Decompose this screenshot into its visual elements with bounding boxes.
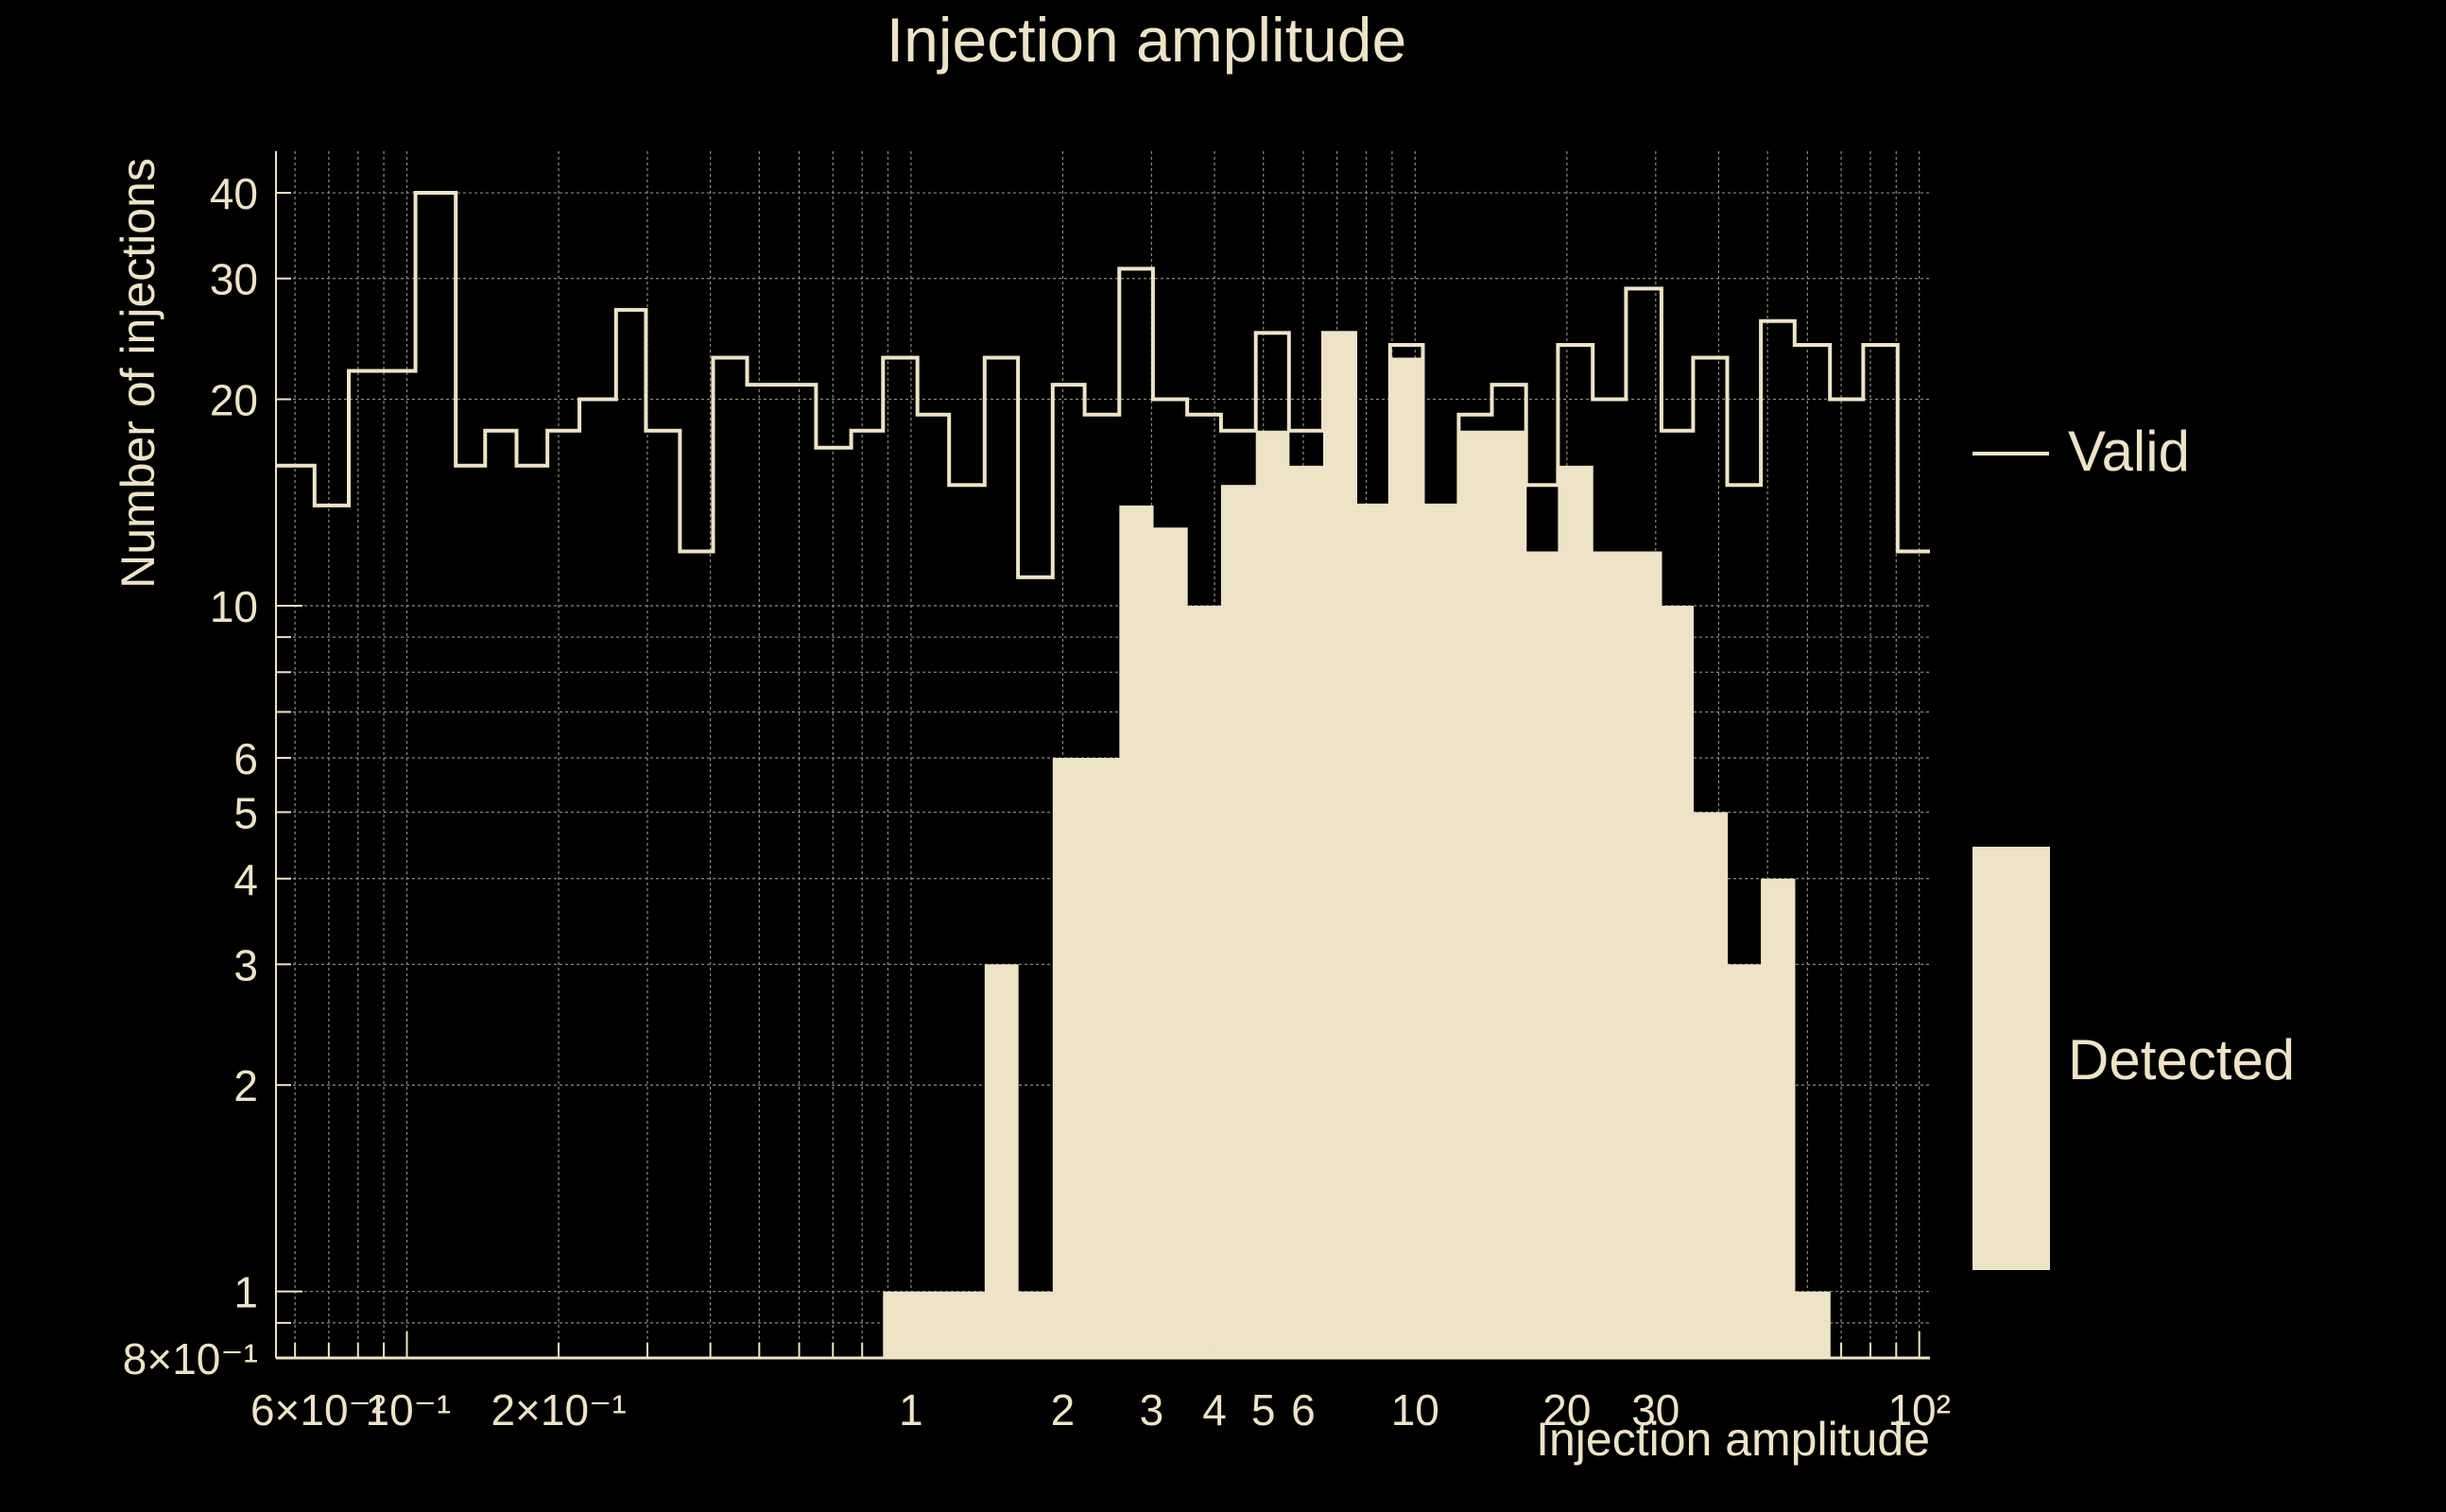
detected-bar [1761, 878, 1796, 1358]
y-tick-label: 8×10⁻¹ [123, 1334, 258, 1383]
detected-bar [1355, 505, 1391, 1358]
detected-bar [1458, 430, 1493, 1358]
y-axis-label: Number of injections [112, 158, 164, 589]
detected-bar [1693, 812, 1729, 1358]
y-tick-label: 40 [210, 169, 258, 218]
x-tick-label: 4 [1202, 1385, 1227, 1435]
y-tick-labels: 8×10⁻¹ 1 2 3 4 5 6 10 20 30 40 [123, 169, 258, 1383]
y-tick-label: 2 [233, 1061, 258, 1110]
y-tick-label: 1 [233, 1268, 258, 1317]
detected-bar [1187, 605, 1222, 1358]
detected-bar [1152, 527, 1188, 1358]
detected-bar [1255, 430, 1290, 1358]
detected-bar [1593, 551, 1628, 1358]
x-tick-label: 20 [1542, 1385, 1591, 1435]
detected-bar [1389, 357, 1424, 1359]
legend-valid-label: Valid [2068, 420, 2190, 483]
x-tick-label: 10 [1391, 1385, 1439, 1435]
detected-bar [1288, 465, 1324, 1359]
detected-bars [883, 333, 1831, 1359]
y-tick-label: 6 [233, 734, 258, 783]
x-tick-label: 2 [1051, 1385, 1076, 1435]
x-tick-label: 6 [1291, 1385, 1316, 1435]
y-tick-label: 30 [210, 255, 258, 304]
y-tick-label: 10 [210, 582, 258, 631]
detected-bar [1322, 333, 1356, 1358]
detected-bar [949, 1291, 986, 1358]
x-tick-label: 10⁻¹ [365, 1385, 451, 1435]
y-tick-label: 20 [210, 376, 258, 425]
y-tick-label: 5 [233, 788, 258, 837]
x-tick-label: 3 [1140, 1385, 1164, 1435]
y-tick-label: 3 [233, 940, 258, 989]
detected-bar [1052, 757, 1086, 1358]
detected-bar [1558, 465, 1593, 1359]
legend-detected-swatch [1972, 847, 2050, 1270]
detected-bar [1491, 430, 1527, 1358]
detected-bar [1661, 605, 1695, 1358]
detected-bar [917, 1291, 950, 1358]
detected-bar [1794, 1291, 1831, 1358]
x-tick-label: 2×10⁻¹ [491, 1385, 626, 1435]
x-tick-label: 10² [1887, 1385, 1950, 1435]
detected-bar [1119, 505, 1154, 1358]
detected-bar [1727, 964, 1762, 1358]
axes [275, 151, 1930, 1360]
detected-bar [1626, 551, 1662, 1358]
valid-step-line [276, 191, 1930, 579]
y-tick-label: 4 [233, 855, 258, 904]
x-tick-label: 30 [1631, 1385, 1679, 1435]
x-axis-label: Injection amplitude [1536, 1413, 1930, 1466]
chart-title: Injection amplitude [887, 5, 1406, 75]
detected-bar [1018, 1291, 1054, 1358]
x-tick-label: 6×10⁻² [250, 1385, 386, 1435]
detected-bar [1220, 485, 1257, 1358]
x-tick-labels: 6×10⁻²10⁻¹ 2×10⁻¹ 1 2 3 4 5 6 10 20 30 10² [250, 1385, 1951, 1435]
detected-bar [984, 964, 1019, 1358]
legend-detected-label: Detected [2068, 1028, 2295, 1091]
legend: Valid Detected [1972, 420, 2295, 1270]
detected-bar [1084, 757, 1120, 1358]
detected-bar [1422, 505, 1459, 1358]
x-tick-label: 1 [899, 1385, 923, 1435]
x-tick-label: 5 [1251, 1385, 1276, 1435]
detected-bar [1525, 551, 1559, 1358]
